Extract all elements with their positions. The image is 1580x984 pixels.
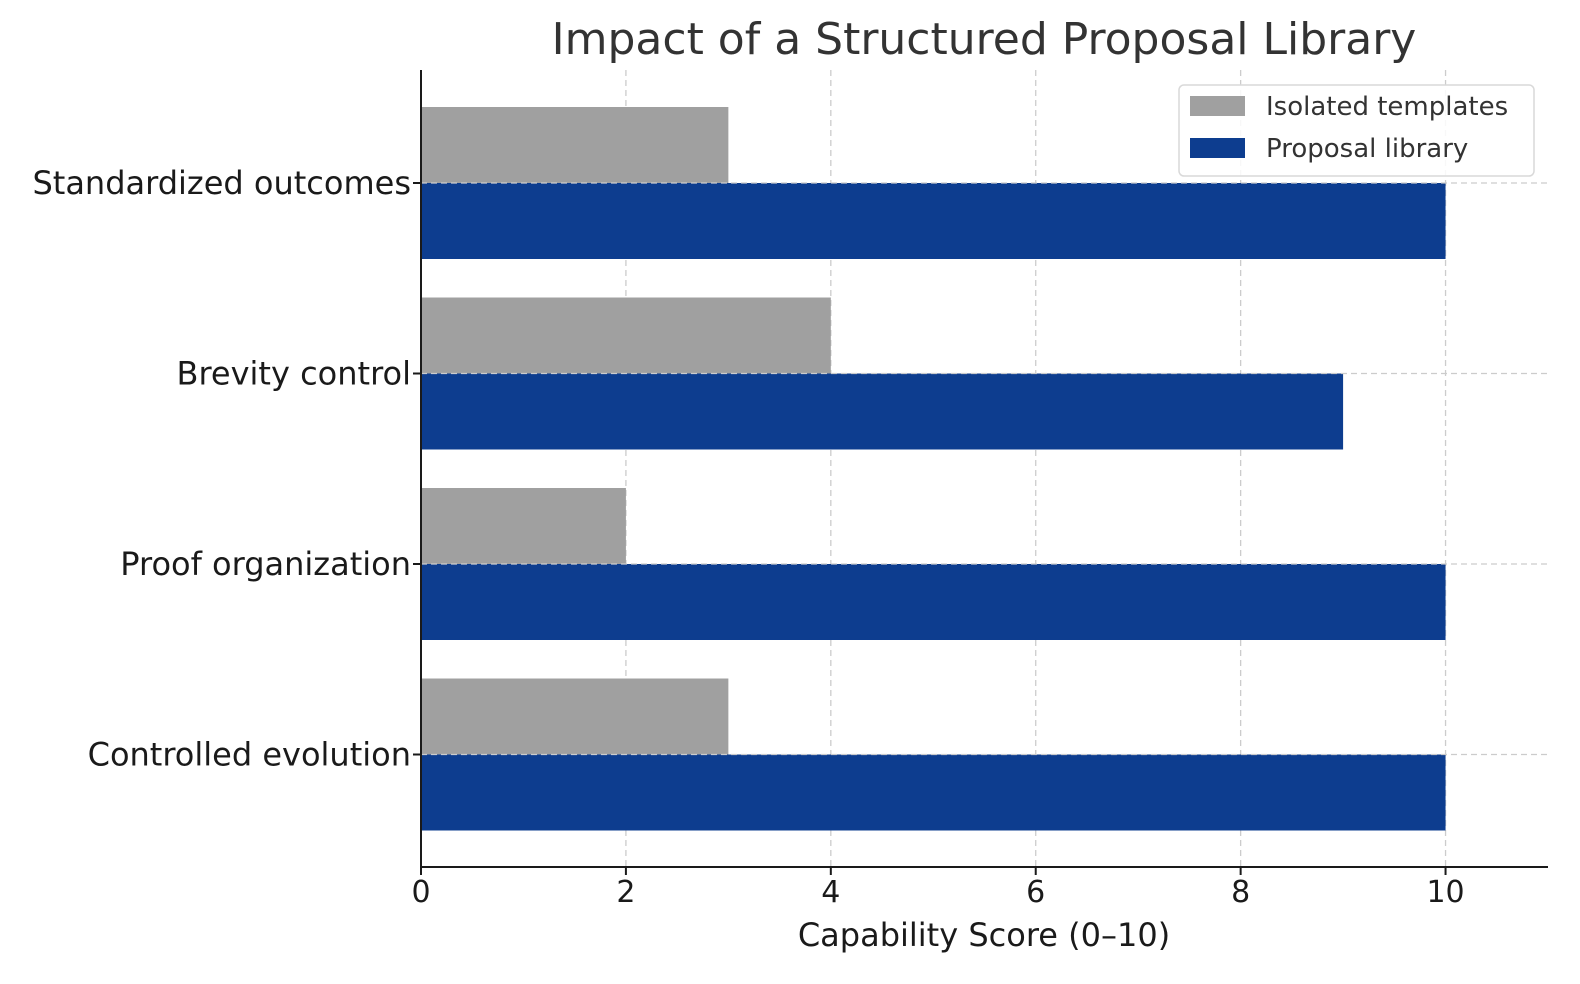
bar-proposal-library <box>421 754 1446 831</box>
bar-proposal-library <box>421 183 1446 259</box>
x-axis-label: Capability Score (0–10) <box>798 916 1170 954</box>
legend-frame <box>1178 84 1535 177</box>
chart-title: Impact of a Structured Proposal Library <box>552 14 1417 65</box>
bars <box>421 107 1548 831</box>
x-tick-label: 6 <box>1026 875 1045 910</box>
x-tick-label: 2 <box>616 875 635 910</box>
bar-isolated-templates <box>421 488 626 564</box>
legend: Isolated templates Proposal library <box>1178 84 1535 177</box>
x-tick-label: 8 <box>1231 875 1250 910</box>
x-tick-label: 0 <box>411 875 430 910</box>
x-tick-label: 4 <box>821 875 840 910</box>
x-tick-label: 10 <box>1426 875 1464 910</box>
bar-isolated-templates <box>421 678 729 755</box>
category-label: Proof organization <box>120 545 411 583</box>
bar-proposal-library <box>421 373 1344 450</box>
legend-swatch <box>1190 138 1245 158</box>
category-label: Controlled evolution <box>88 736 411 774</box>
category-label: Standardized outcomes <box>32 164 411 202</box>
legend-swatch <box>1190 96 1245 116</box>
axes <box>420 70 1548 868</box>
bar-proposal-library <box>421 564 1446 640</box>
legend-label: Proposal library <box>1266 134 1468 164</box>
tick-labels: 0 2 4 6 8 10 Standardized outcomes Brevity cont… <box>32 164 1464 910</box>
category-label: Brevity control <box>177 355 412 393</box>
bar-isolated-templates <box>421 107 729 183</box>
bar-isolated-templates <box>421 297 831 374</box>
legend-label: Isolated templates <box>1266 92 1508 122</box>
